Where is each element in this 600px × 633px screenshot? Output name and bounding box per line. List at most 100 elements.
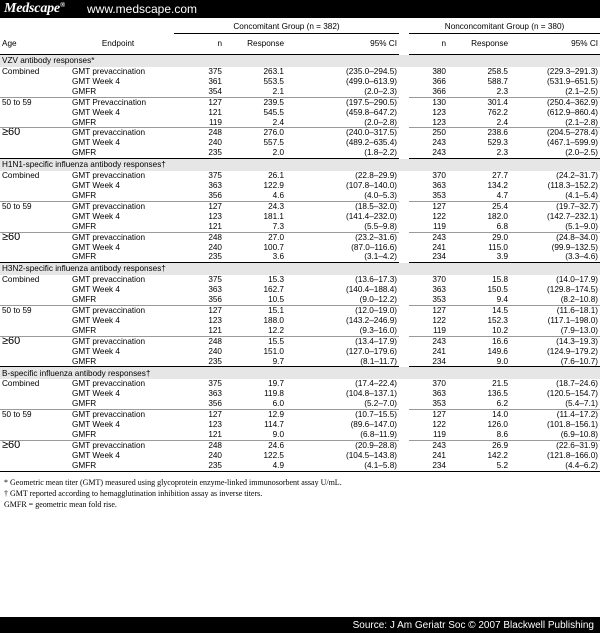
- n-cell: 119: [399, 325, 448, 337]
- footnote: GMFR = geometric mean fold rise.: [4, 499, 117, 509]
- endpoint-cell: GMT prevaccination: [62, 127, 174, 139]
- table-row: 50 to 59 GMT Prevaccination 127 239.5 (197.5…: [0, 96, 600, 108]
- response-cell: 14.0: [448, 409, 510, 421]
- age-cell: [0, 389, 62, 399]
- response-cell: 142.2: [487, 450, 509, 460]
- ci-cell: (5.5–9.8): [364, 221, 397, 231]
- n-cell: 370: [399, 275, 448, 286]
- table-row: GMFR 356 4.6 (4.0–5.3) 353 4.7 (4.1–5.4): [0, 190, 600, 202]
- n-cell: 127: [399, 200, 448, 212]
- table-row: GMFR 356 10.5 (9.0–12.2) 353 9.4 (8.2–10.8): [0, 295, 600, 306]
- ci-cell: (17.4–22.4): [355, 379, 397, 389]
- n-cell: 240: [208, 450, 222, 460]
- table-row: GMFR 235 3.6 (3.1–4.2) 234 3.9 (3.3–4.6): [0, 252, 600, 263]
- ci-cell: (140.4–188.4): [346, 285, 397, 295]
- endpoint-cell: GMT Week 4: [72, 181, 120, 191]
- n-cell: 353: [399, 190, 448, 202]
- n-cell: 127: [399, 305, 448, 316]
- response-cell: 19.7: [268, 379, 284, 389]
- ci-cell: (612.9–860.4): [547, 107, 599, 117]
- ci-cell: (87.0–116.6): [351, 242, 397, 252]
- results-table: Concomitant Group (n = 382) Nonconcomita…: [0, 18, 600, 471]
- n-cell: 123: [399, 107, 448, 118]
- response-cell: 21.5: [492, 379, 508, 389]
- response-cell: 6.0: [272, 399, 284, 409]
- ci-cell: (459.8–647.2): [346, 107, 397, 117]
- n-cell: 248: [174, 335, 224, 347]
- n-cell: 127: [174, 200, 224, 212]
- table-row: GMFR 121 9.0 (6.8–11.9) 119 8.6 (6.9–10.8): [0, 430, 600, 441]
- col-response-nonconcomitant: Response: [448, 33, 510, 55]
- response-cell: 114.7: [264, 420, 284, 430]
- ci-cell: (18.5–32.0): [286, 200, 404, 212]
- ci-cell: (24.2–31.7): [556, 171, 599, 181]
- age-cell: 50 to 59: [0, 200, 62, 212]
- response-cell: 10.2: [492, 325, 508, 335]
- ci-cell: (104.5–143.8): [346, 450, 397, 460]
- age-cell: [0, 212, 62, 222]
- section-row: H1N1-specific influenza antibody respons…: [0, 158, 600, 172]
- response-cell: 239.5: [224, 96, 286, 108]
- table-row: GMT Week 4 123 188.0 (143.2–246.9) 122 152.3 (…: [0, 315, 600, 326]
- n-cell: 356: [208, 295, 222, 305]
- age-cell: [0, 357, 62, 367]
- col-ci-concomitant: 95% CI: [286, 33, 404, 55]
- ci-cell: (143.2–246.9): [346, 315, 397, 325]
- footnotes: * Geometric mean titer (GMT) measured us…: [0, 470, 600, 510]
- ci-cell: (2.0–2.3): [364, 86, 397, 96]
- age-cell: [0, 295, 62, 305]
- ci-cell: (204.5–278.4): [510, 127, 600, 139]
- section-title: H3N2-specific influenza antibody respons…: [0, 262, 600, 276]
- n-cell: 121: [208, 107, 222, 117]
- n-cell: 235: [208, 252, 222, 262]
- ci-cell: (104.8–137.1): [346, 389, 397, 399]
- n-cell: 122: [399, 420, 448, 430]
- response-cell: 29.0: [448, 231, 510, 243]
- results-table-body: VZV antibody responses* Combined GMT preva…: [0, 54, 600, 471]
- nonconcomitant-group-header: Nonconcomitant Group (n = 380): [398, 18, 600, 34]
- n-cell: 363: [208, 389, 222, 399]
- source-bar: Source: J Am Geriatr Soc © 2007 Blackwel…: [0, 617, 600, 633]
- ci-cell: (250.4–362.9): [510, 96, 600, 108]
- endpoint-cell: GMFR: [72, 356, 97, 366]
- age-cell: [0, 243, 62, 253]
- n-cell: 235: [208, 148, 222, 158]
- response-cell: 10.5: [268, 295, 284, 305]
- response-cell: 24.3: [224, 200, 286, 212]
- ci-cell: (14.0–17.9): [556, 275, 599, 285]
- concomitant-group-header: Concomitant Group (n = 382): [174, 18, 404, 34]
- response-cell: 238.6: [448, 127, 510, 139]
- age-cell: Combined: [2, 171, 40, 181]
- age-cell: Combined: [2, 67, 40, 76]
- ci-cell: (5.2–7.0): [364, 399, 397, 409]
- ci-cell: (4.1–5.8): [364, 460, 397, 470]
- n-cell: 121: [208, 221, 222, 231]
- response-cell: 181.1: [263, 211, 285, 221]
- n-cell: 363: [208, 285, 222, 295]
- response-cell: 2.3: [496, 86, 508, 96]
- col-n-nonconcomitant: n: [399, 33, 448, 55]
- age-cell: 50 to 59: [0, 96, 62, 108]
- table-row: GMFR 235 4.9 (4.1–5.8) 234 5.2 (4.4–6.2): [0, 460, 600, 471]
- ci-cell: (7.6–10.7): [560, 356, 599, 366]
- response-cell: 126.0: [487, 420, 509, 430]
- ci-cell: (3.1–4.2): [364, 252, 397, 262]
- table-row: GMFR 121 12.2 (9.3–16.0) 119 10.2 (7.9–13.0): [0, 325, 600, 337]
- ci-cell: (127.0–179.6): [346, 346, 397, 356]
- n-cell: 353: [399, 295, 448, 306]
- ci-cell: (24.8–34.0): [510, 231, 600, 243]
- table-row: GMT Week 4 240 557.5 (489.2–635.4) 243 529.3 (…: [0, 138, 600, 149]
- response-cell: 2.0: [272, 148, 284, 158]
- age-cell: [0, 118, 62, 128]
- ci-cell: (9.3–16.0): [359, 325, 397, 335]
- response-cell: 4.9: [272, 460, 284, 470]
- response-cell: 2.4: [496, 117, 508, 127]
- ci-cell: (22.6–31.9): [510, 439, 600, 451]
- response-cell: 4.6: [272, 190, 284, 200]
- n-cell: 354: [208, 86, 222, 96]
- response-cell: 100.7: [263, 242, 285, 252]
- table-row: GMT Week 4 363 119.8 (104.8–137.1) 363 136.5(…: [0, 389, 600, 400]
- table-row: ≥60 GMT prevaccination 248 24.6 (20.9–28.8) 2…: [0, 439, 600, 451]
- age-cell: [0, 347, 62, 357]
- ci-cell: (1.8–2.2): [364, 148, 397, 158]
